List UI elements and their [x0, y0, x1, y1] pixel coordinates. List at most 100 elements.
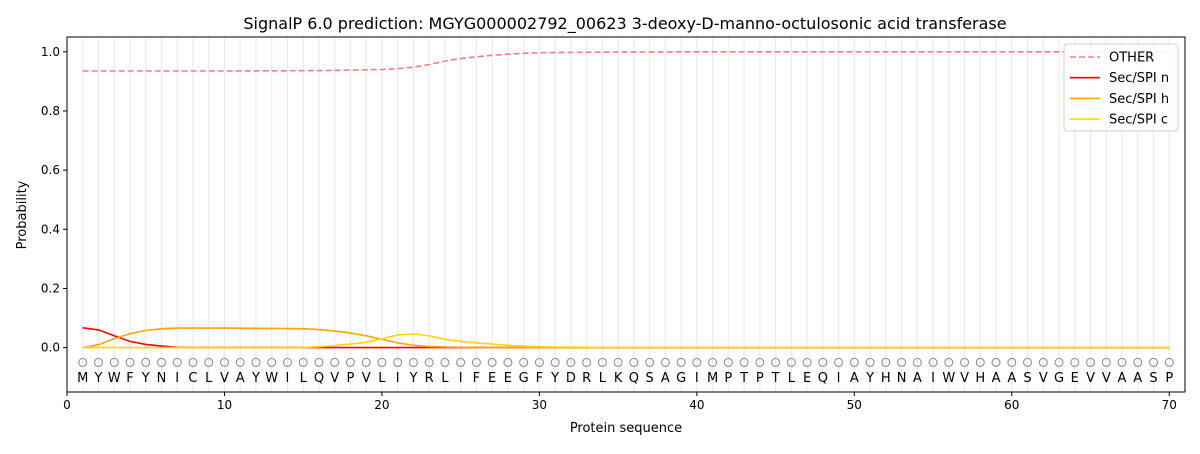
residue-marker-26: [471, 357, 481, 367]
residue-marker-35: [613, 357, 623, 367]
residue-marker-69: [1149, 357, 1159, 367]
residue-marker-58: [975, 357, 985, 367]
residue-letter-54: A: [913, 371, 922, 386]
legend-label: OTHER: [1109, 51, 1154, 66]
y-axis-label: Probability: [15, 180, 30, 249]
residue-marker-62: [1038, 357, 1048, 367]
residue-marker-47: [802, 357, 812, 367]
residue-marker-38: [660, 357, 670, 367]
residue-marker-19: [361, 357, 371, 367]
residue-marker-33: [582, 357, 592, 367]
residue-marker-60: [1007, 357, 1017, 367]
residue-marker-5: [141, 357, 151, 367]
x-axis-label: Protein sequence: [570, 421, 682, 436]
residue-marker-40: [692, 357, 702, 367]
residue-letter-47: E: [803, 371, 811, 386]
residue-marker-52: [881, 357, 891, 367]
residue-letter-14: I: [286, 371, 290, 386]
residue-letter-34: L: [599, 371, 607, 386]
legend-label: Sec/SPI c: [1109, 113, 1168, 128]
residue-letter-58: H: [975, 371, 985, 386]
series-line-sec-spi-c: [82, 333, 1170, 349]
residue-letter-7: I: [175, 371, 179, 386]
residue-marker-66: [1101, 357, 1111, 367]
residue-letter-11: A: [236, 371, 245, 386]
y-tick-label: 0.2: [41, 281, 60, 295]
residue-marker-32: [566, 357, 576, 367]
x-tick-label: 20: [374, 398, 389, 412]
legend-box: [1063, 43, 1179, 132]
residue-letter-8: C: [188, 371, 197, 386]
residue-letter-46: L: [788, 371, 796, 386]
residue-marker-27: [487, 357, 497, 367]
residue-marker-61: [1023, 357, 1033, 367]
residue-marker-28: [503, 357, 513, 367]
x-tick-label: 0: [63, 398, 71, 412]
residue-letter-66: V: [1102, 371, 1111, 386]
residue-letter-36: Q: [629, 371, 639, 386]
residue-letter-13: W: [265, 371, 278, 386]
residue-marker-39: [676, 357, 686, 367]
residue-letter-29: G: [519, 371, 529, 386]
residue-marker-45: [771, 357, 781, 367]
residue-letter-50: A: [850, 371, 859, 386]
residue-marker-2: [93, 357, 103, 367]
residue-marker-3: [109, 357, 119, 367]
legend-label: Sec/SPI h: [1109, 92, 1169, 107]
residue-marker-31: [550, 357, 560, 367]
residue-marker-63: [1054, 357, 1064, 367]
series-line-sec-spi-n: [82, 327, 1170, 349]
residue-marker-54: [912, 357, 922, 367]
chart-title: SignalP 6.0 prediction: MGYG000002792_00…: [243, 14, 1006, 34]
residue-marker-51: [865, 357, 875, 367]
residue-marker-8: [188, 357, 198, 367]
residue-marker-64: [1070, 357, 1080, 367]
y-tick-label: 0.4: [41, 222, 60, 236]
residue-marker-67: [1117, 357, 1127, 367]
residue-letter-67: A: [1118, 371, 1127, 386]
residue-marker-43: [739, 357, 749, 367]
residue-letter-59: A: [992, 371, 1001, 386]
residue-marker-59: [991, 357, 1001, 367]
residue-letter-25: I: [459, 371, 463, 386]
residue-letter-55: I: [931, 371, 935, 386]
residue-letter-69: S: [1149, 371, 1157, 386]
residue-marker-24: [440, 357, 450, 367]
residue-letter-43: T: [739, 371, 748, 386]
residue-letter-26: F: [473, 371, 480, 386]
residue-letter-30: F: [536, 371, 543, 386]
residue-marker-10: [219, 357, 229, 367]
residue-letter-56: W: [942, 371, 955, 386]
residue-marker-13: [267, 357, 277, 367]
y-tick-label: 1.0: [41, 45, 60, 59]
residue-marker-22: [408, 357, 418, 367]
residue-marker-42: [723, 357, 733, 367]
residue-letter-3: W: [108, 371, 121, 386]
series-line-other: [82, 51, 1170, 72]
residue-letter-21: I: [396, 371, 400, 386]
residue-marker-4: [125, 357, 135, 367]
residue-letter-57: V: [960, 371, 969, 386]
x-tick-label: 60: [1004, 398, 1019, 412]
residue-letter-37: S: [645, 371, 653, 386]
residue-letter-20: L: [378, 371, 386, 386]
residue-marker-25: [456, 357, 466, 367]
residue-marker-16: [314, 357, 324, 367]
residue-letter-35: K: [614, 371, 623, 386]
residue-marker-41: [708, 357, 718, 367]
residue-marker-9: [204, 357, 214, 367]
x-tick-label: 40: [689, 398, 704, 412]
residue-letter-4: F: [126, 371, 133, 386]
residue-letter-48: Q: [818, 371, 828, 386]
residue-marker-49: [834, 357, 844, 367]
residue-letter-10: V: [220, 371, 229, 386]
residue-letter-60: A: [1007, 371, 1016, 386]
residue-marker-36: [629, 357, 639, 367]
residue-letter-53: N: [897, 371, 907, 386]
x-tick-label: 30: [532, 398, 547, 412]
residue-letter-32: D: [566, 371, 576, 386]
residue-marker-53: [897, 357, 907, 367]
plot-frame: [66, 36, 1186, 393]
residue-letter-33: R: [582, 371, 591, 386]
residue-letter-64: E: [1071, 371, 1079, 386]
